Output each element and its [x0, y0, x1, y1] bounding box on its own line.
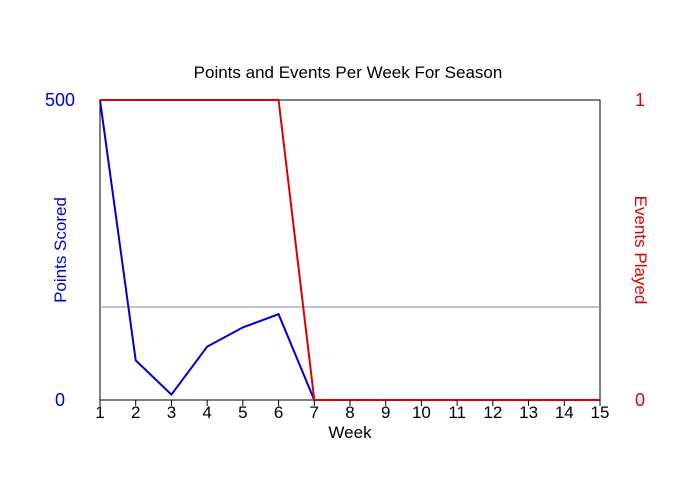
x-tick-layer: 1 2 3 4 5 6 7 8 9 10 11 12 13 14 15 [95, 400, 609, 422]
y-left-tick-min: 0 [55, 390, 65, 410]
x-axis-label: Week [328, 423, 372, 442]
x-tick-label: 2 [131, 403, 140, 422]
plot-frame [99, 99, 601, 401]
x-tick-label: 4 [202, 403, 211, 422]
x-tick-label: 7 [310, 403, 319, 422]
x-tick-label: 5 [238, 403, 247, 422]
x-tick-label: 10 [412, 403, 431, 422]
y-right-tick-max: 1 [635, 90, 645, 110]
x-tick-label: 14 [555, 403, 574, 422]
x-tick-label: 1 [95, 403, 104, 422]
y-axis-right-label: Events Played [631, 196, 650, 305]
x-tick-label: 15 [591, 403, 610, 422]
x-tick-label: 8 [345, 403, 354, 422]
x-tick-label: 11 [448, 403, 466, 422]
y-right-tick-min: 0 [635, 390, 645, 410]
y-axis-left-label: Points Scored [51, 197, 70, 303]
series-layer [99, 99, 600, 401]
y-left-tick-max: 500 [45, 90, 75, 110]
chart-title: Points and Events Per Week For Season [194, 63, 503, 82]
x-tick-label: 3 [167, 403, 176, 422]
x-tick-label: 6 [274, 403, 283, 422]
series-line-points-scored [99, 99, 600, 401]
x-tick-label: 9 [381, 403, 390, 422]
x-tick-label: 13 [519, 403, 538, 422]
x-tick-label: 12 [483, 403, 502, 422]
series-line-events-played [100, 99, 600, 401]
